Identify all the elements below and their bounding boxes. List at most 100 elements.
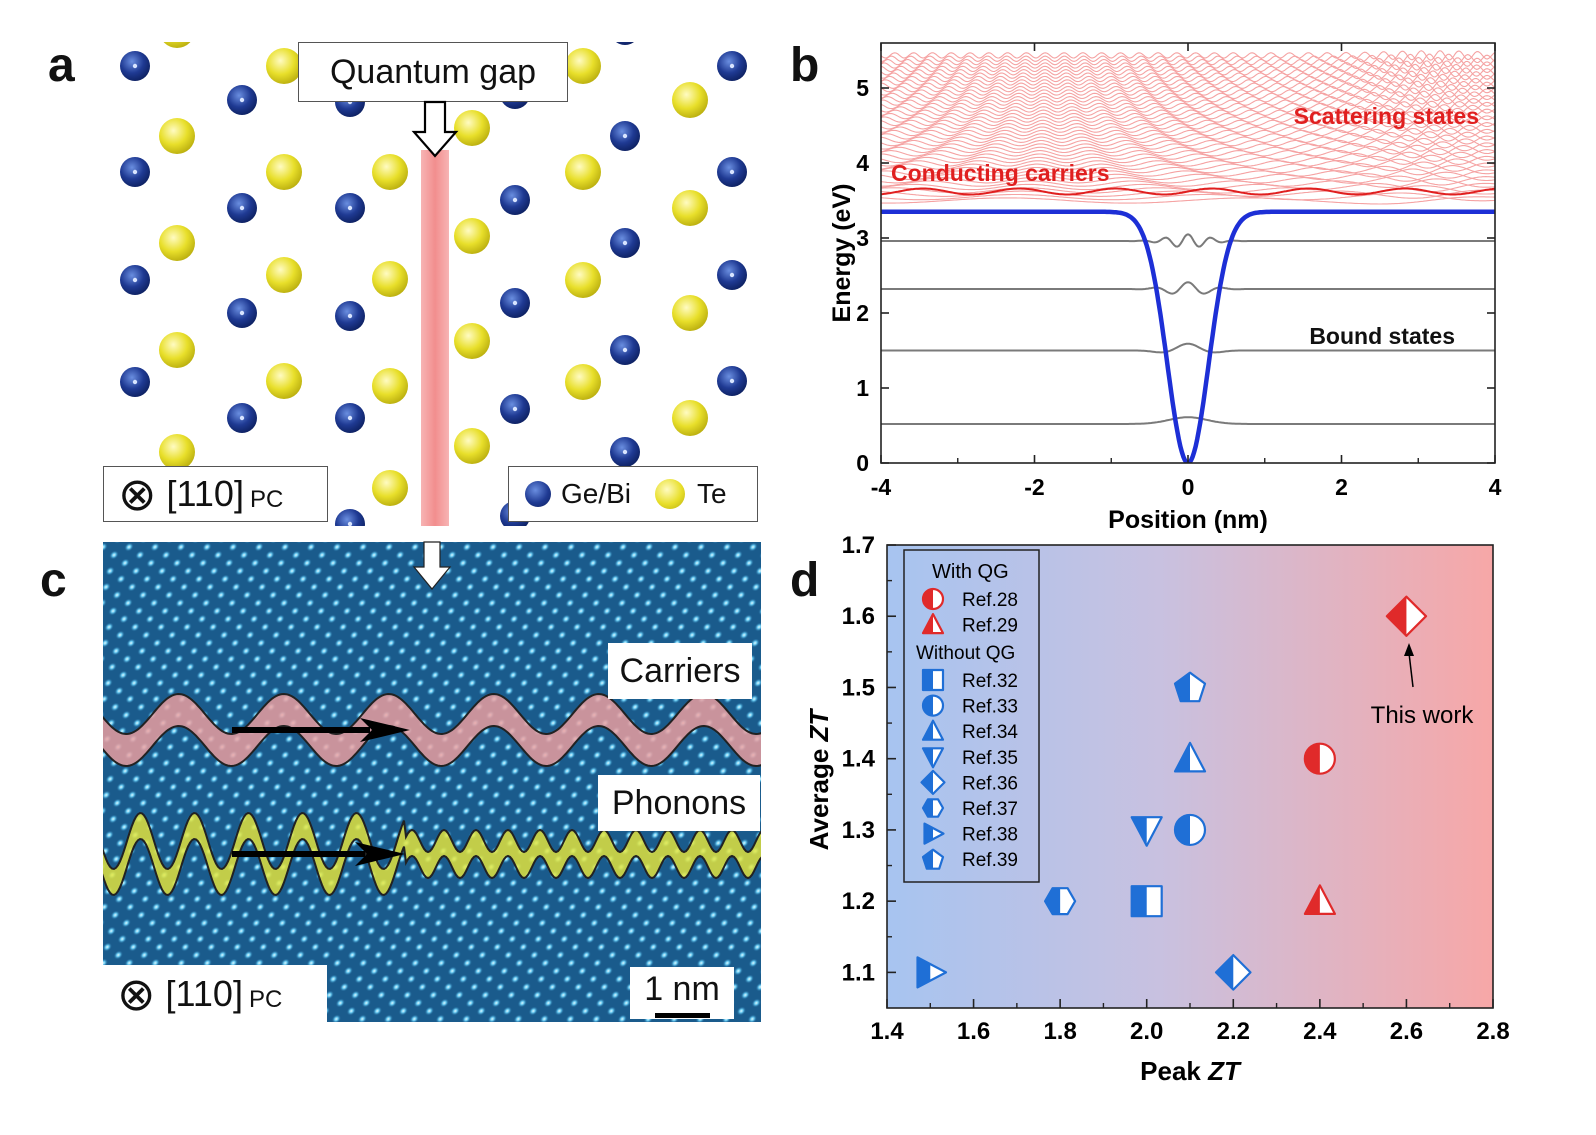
- y-tick-label: 1.5: [842, 674, 875, 701]
- legend-label: Ref.29: [962, 616, 1018, 637]
- scattering-state-line: [881, 114, 1495, 125]
- legend-with-qg-title: With QG: [932, 561, 1009, 583]
- ge-bi-atom: [335, 509, 365, 526]
- orientation-box: ⊗ [110] PC: [103, 466, 328, 522]
- quantum-gap-stripe: [421, 150, 449, 526]
- bound-state-line: [881, 342, 1495, 354]
- scattering-state-line: [881, 178, 1495, 188]
- te-atom: [266, 48, 302, 84]
- scattering-state-line: [881, 171, 1495, 182]
- scattering-state-line: [881, 90, 1495, 102]
- te-atom: [163, 42, 191, 48]
- y-tick-label: 1.1: [842, 959, 875, 986]
- te-atom: [372, 470, 408, 506]
- scattering-state-line: [881, 124, 1495, 135]
- te-atom: [565, 48, 601, 84]
- ge-bi-atom: [616, 42, 634, 45]
- bound-state-line: [881, 281, 1495, 295]
- scattering-state-line: [881, 158, 1495, 169]
- legend-label: Ref.36: [962, 773, 1018, 794]
- zt-scatter-chart: 1.4 1.6 1.8 2.0 2.2 2.4 2.6 2.8 1.1 1.2 1.3 1.4 1.5 1…: [804, 535, 1510, 1086]
- legend-ge-bi-label: Ge/Bi: [561, 478, 632, 509]
- scattering-state-line: [881, 165, 1495, 176]
- bound-states-label: Bound states: [1309, 323, 1455, 349]
- zone-axis-icon: ⊗: [117, 967, 156, 1020]
- te-atom: [372, 154, 408, 190]
- x-tick-label: -4: [871, 474, 892, 500]
- scale-bar-line: [655, 1013, 710, 1018]
- phonon-wave: [103, 811, 761, 897]
- y-tick-label: 1.2: [842, 888, 875, 915]
- te-atom: [159, 118, 195, 154]
- legend-marker-ref-32: [921, 668, 945, 692]
- zone-axis-icon: ⊗: [118, 468, 157, 520]
- y-tick-label: 2: [856, 300, 869, 326]
- scattering-state-line: [881, 63, 1495, 75]
- te-atom: [565, 154, 601, 190]
- scattering-state-line: [881, 93, 1495, 105]
- legend-label: Ref.38: [962, 825, 1018, 846]
- y-axis-label: Average ZT: [804, 708, 834, 851]
- bound-state-line: [881, 416, 1495, 425]
- y-tick-label: 1: [856, 375, 869, 401]
- orientation-box-c: ⊗ [110] PC: [103, 965, 327, 1022]
- scattering-state-line: [881, 80, 1495, 92]
- x-tick-label: 1.6: [957, 1018, 990, 1045]
- y-axis-label: Energy (eV): [828, 184, 856, 323]
- atom-legend: Ge/Bi Te: [508, 466, 758, 522]
- panel-letter-c: c: [40, 554, 67, 607]
- legend-label: Ref.34: [962, 722, 1018, 743]
- scattering-states-label: Scattering states: [1294, 103, 1479, 129]
- x-tick-label: 1.8: [1043, 1018, 1076, 1045]
- te-atom: [159, 434, 195, 470]
- x-tick-label: 2.8: [1476, 1018, 1509, 1045]
- te-atom: [266, 257, 302, 293]
- scattering-state-line: [881, 77, 1495, 88]
- y-tick-label: 5: [856, 75, 869, 101]
- scattering-state-line: [881, 60, 1495, 71]
- this-work-annotation: This work: [1371, 702, 1475, 729]
- y-tick-label: 1.7: [842, 535, 875, 559]
- data-point-ref-37: [1044, 887, 1077, 916]
- data-point-ref-32: [1130, 885, 1163, 918]
- phonon-arrow: [232, 842, 405, 866]
- y-tick-label: 1.6: [842, 603, 875, 630]
- data-point-ref-28: [1303, 742, 1336, 775]
- down-arrow-icon: [411, 100, 459, 158]
- panel-a: a Quantum gap ⊗ [110] PC Ge/Bi Te: [0, 0, 790, 530]
- scattering-state-line: [881, 50, 1495, 61]
- scattering-state-line: [881, 161, 1495, 172]
- te-atom: [372, 261, 408, 297]
- this-work-annotation-arrow: [1404, 643, 1414, 688]
- te-atom-icon: [655, 479, 686, 509]
- stem-image: [103, 541, 761, 1022]
- data-point-ref-33: [1173, 813, 1207, 847]
- te-atom: [159, 332, 195, 368]
- legend-marker-ref-36: [920, 769, 946, 795]
- x-tick-label: 0: [1182, 474, 1195, 500]
- te-atom: [565, 262, 601, 298]
- scattering-state-line: [881, 168, 1495, 179]
- x-tick-label: -2: [1024, 474, 1044, 500]
- te-atom: [672, 295, 708, 331]
- conducting-carriers-label: Conducting carriers: [891, 160, 1110, 186]
- zone-axis-sub: PC: [249, 486, 284, 513]
- te-atom: [266, 154, 302, 190]
- legend-label: Ref.35: [962, 748, 1018, 769]
- scattering-state-line: [881, 87, 1495, 98]
- x-tick-label: 2: [1335, 474, 1348, 500]
- x-tick-label: 2.6: [1390, 1018, 1423, 1045]
- panel-letter-b: b: [790, 39, 820, 92]
- te-atom: [454, 323, 490, 359]
- y-tick-label: 0: [856, 450, 869, 476]
- scattering-state-line: [881, 110, 1495, 122]
- te-atom: [454, 428, 490, 464]
- phonons-label: Phonons: [598, 775, 760, 831]
- x-tick-label: 1.4: [870, 1018, 904, 1045]
- scattering-state-line: [881, 147, 1495, 159]
- y-tick-label: 1.4: [842, 746, 876, 773]
- panel-b: b -4 -2 0 2 4 0 1 2 3 4 5 Scattering states Conduc…: [790, 0, 1596, 540]
- panel-letter-a: a: [48, 39, 75, 92]
- te-atom: [672, 400, 708, 436]
- legend-label: Ref.32: [962, 671, 1018, 692]
